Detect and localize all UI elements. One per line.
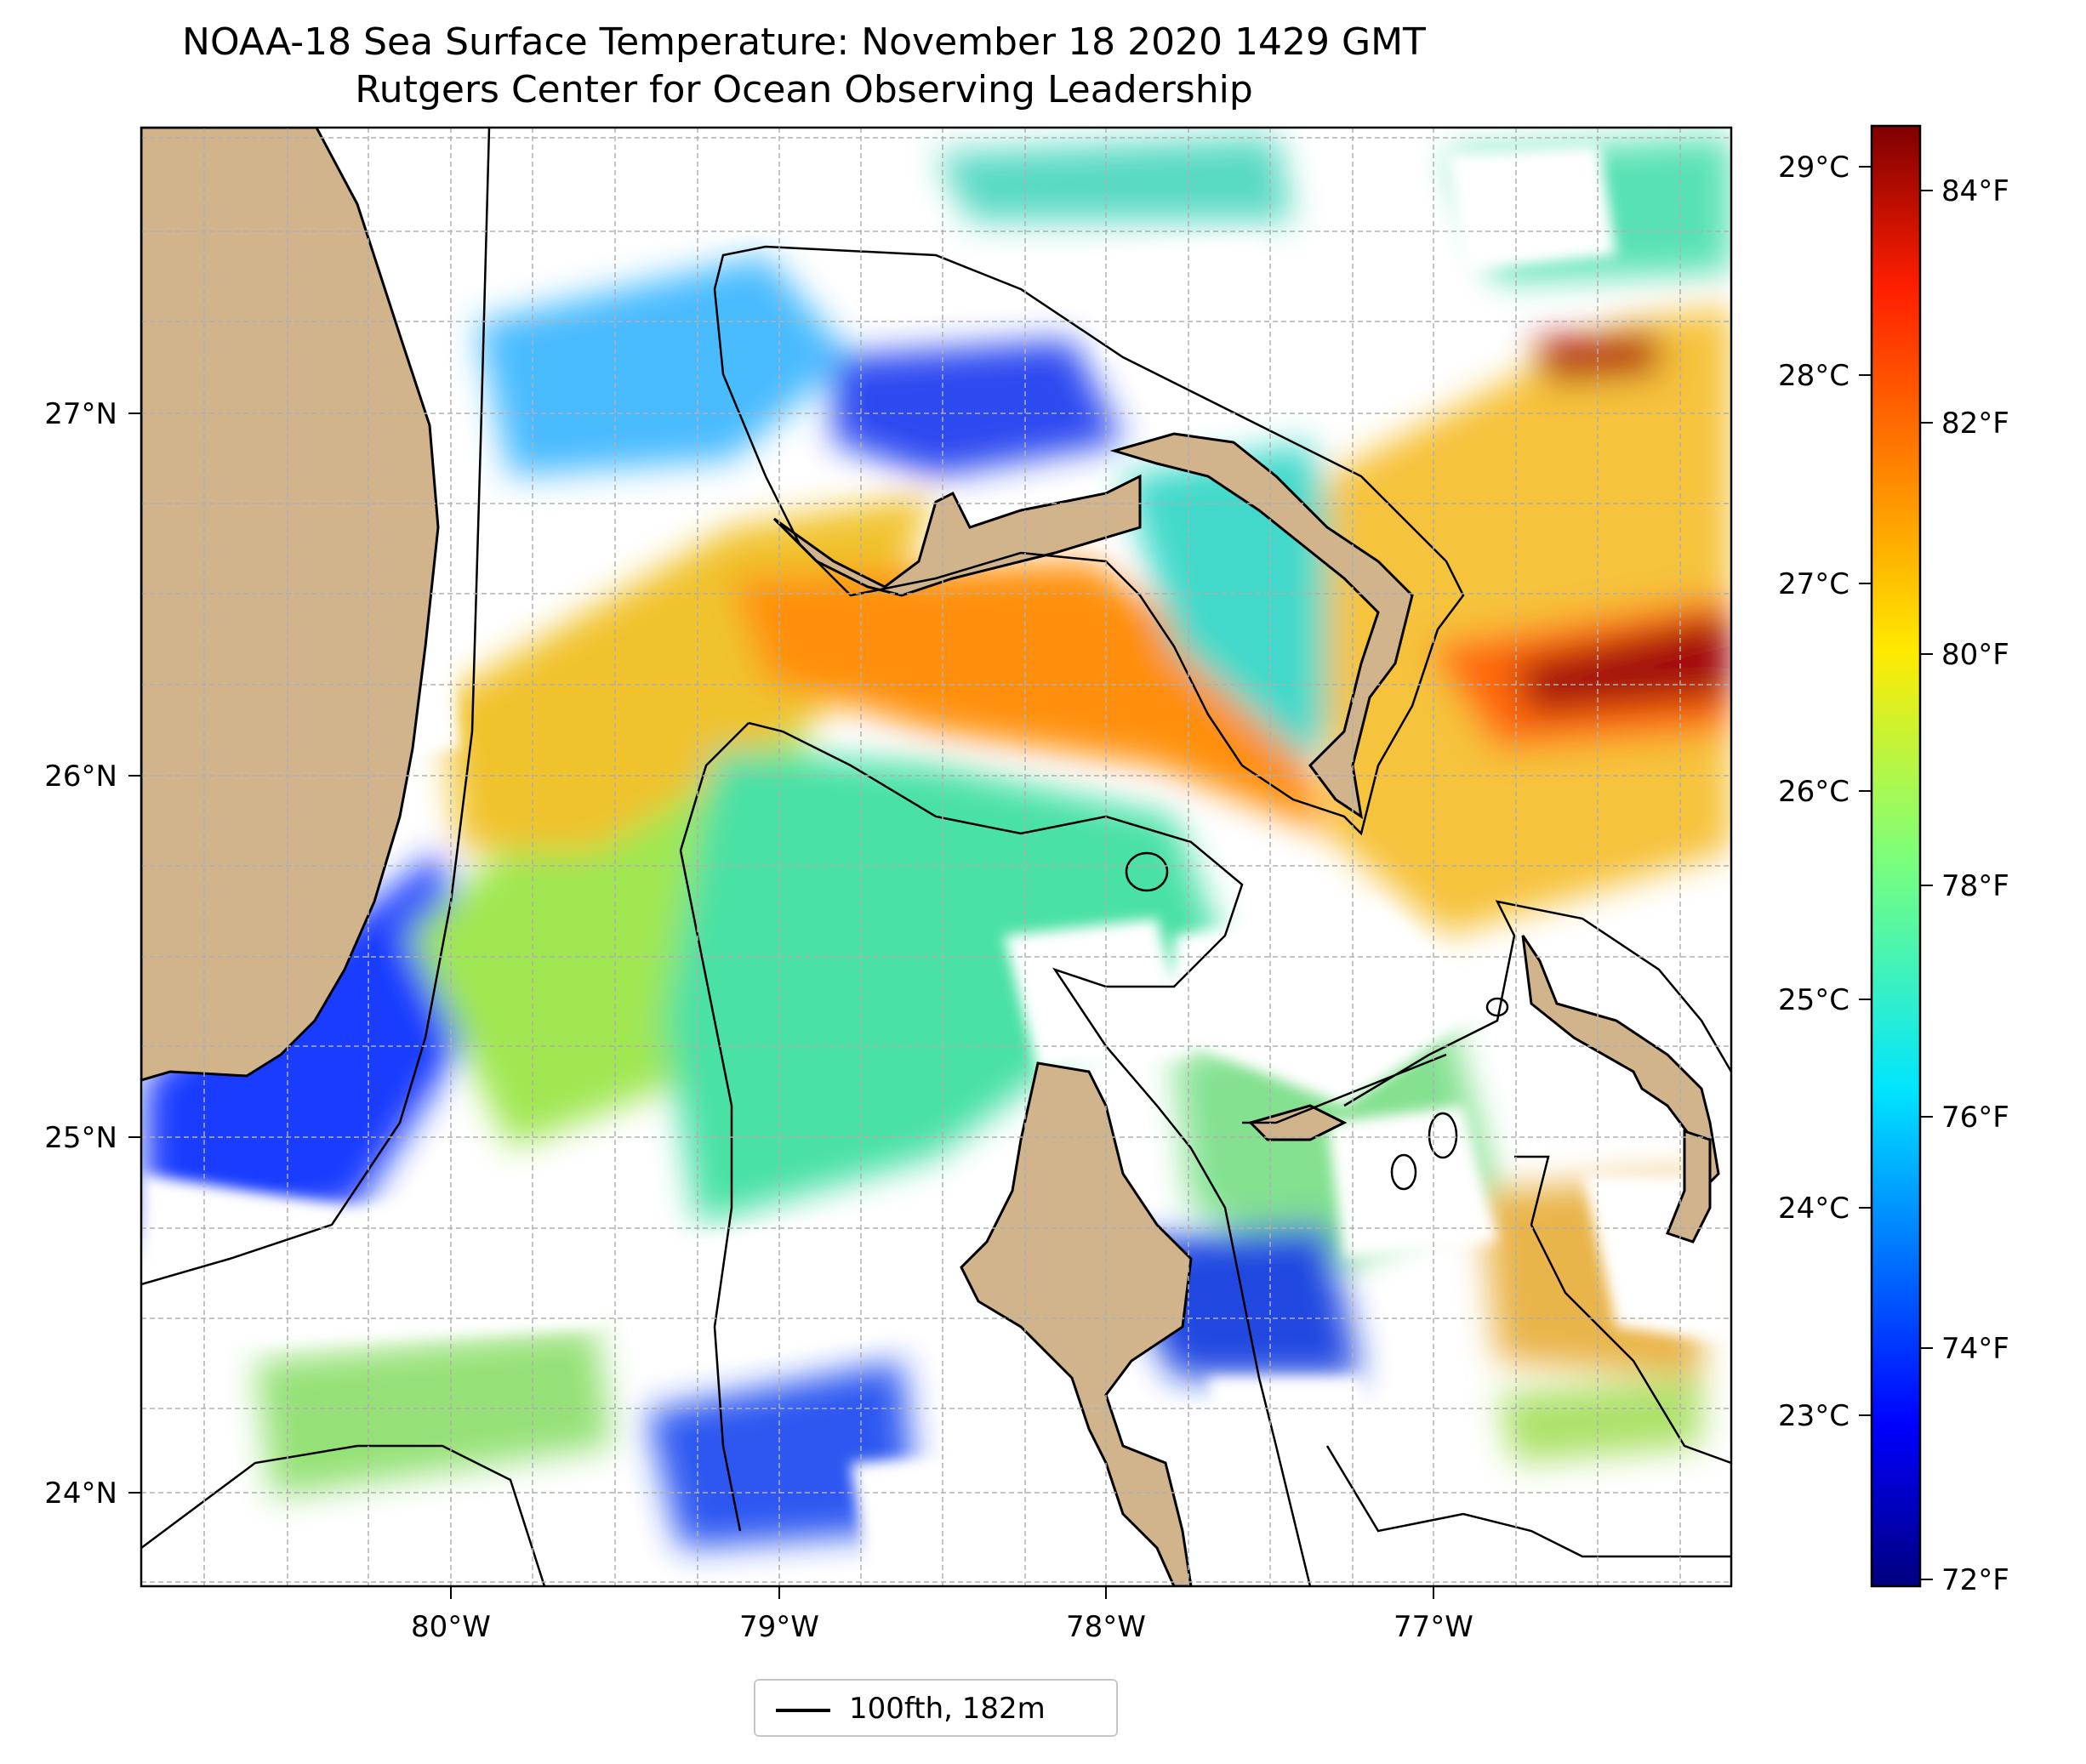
lon-label-77w: 77°W [1394,1610,1473,1644]
lon-label-80w: 80°W [411,1610,491,1644]
celsius-label: 25°C [1778,983,1849,1017]
abaco-land [1109,432,1414,820]
fahrenheit-label: 78°F [1941,869,2009,903]
map-legend: 100fth, 182m [754,1679,1118,1737]
sst-blobs [145,136,1731,1548]
map-ticks [128,413,1434,1599]
legend-line-swatch [776,1709,830,1712]
figure-title: NOAA-18 Sea Surface Temperature: Novembe… [182,20,1426,64]
map-frame [140,126,1733,1588]
celsius-label: 24°C [1778,1192,1849,1226]
colorbar-ticks [1859,166,1933,1580]
celsius-label: 23°C [1778,1399,1849,1433]
fahrenheit-label: 74°F [1941,1332,2009,1366]
celsius-label: 28°C [1778,359,1849,393]
map-gridlines [141,128,1731,1586]
colorbar [1870,124,1922,1588]
lat-label-24n: 24°N [44,1477,117,1511]
lon-label-79w: 79°W [739,1610,819,1644]
lat-label-27n: 27°N [44,397,117,431]
fahrenheit-label: 72°F [1941,1563,2009,1597]
andros-land [960,1061,1193,1586]
cat-island-land [1666,1129,1712,1243]
fahrenheit-label: 84°F [1941,174,2009,208]
sst-field [141,128,1731,1586]
fahrenheit-label: 80°F [1941,638,2009,672]
lat-label-26n: 26°N [44,760,117,794]
celsius-label: 26°C [1778,775,1849,809]
florida-land [141,128,440,1082]
lat-label-25n: 25°N [44,1121,117,1155]
celsius-label: 27°C [1778,567,1849,601]
lon-label-78w: 78°W [1066,1610,1146,1644]
figure-subtitle: Rutgers Center for Ocean Observing Leade… [355,68,1253,111]
fahrenheit-label: 82°F [1941,407,2009,441]
celsius-label: 29°C [1778,151,1849,185]
legend-label: 100fth, 182m [849,1692,1046,1726]
fahrenheit-label: 76°F [1941,1101,2009,1135]
